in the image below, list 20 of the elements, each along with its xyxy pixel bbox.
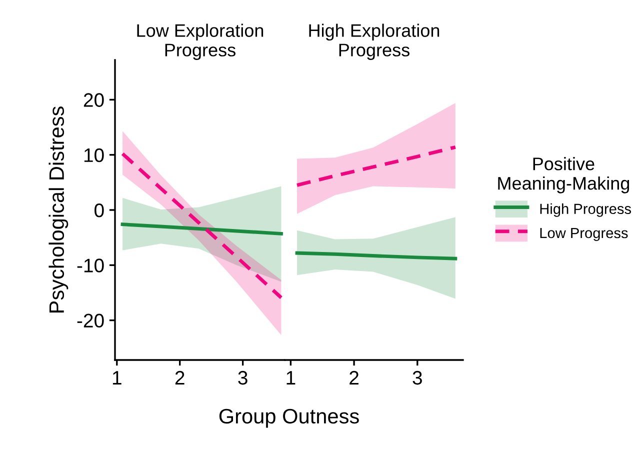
x-tick-label: 1 (112, 371, 122, 385)
x-tick-label: 2 (175, 370, 184, 385)
y-tick-label: 20 (84, 93, 104, 107)
legend-title: Positive Meaning-Making (498, 157, 630, 194)
x-axis-title: Group Outness (219, 408, 359, 428)
y-tick-label: -10 (77, 258, 104, 272)
y-tick-label: -20 (77, 314, 104, 328)
line-series (120, 152, 283, 300)
chart-title: Low Exploration Progress (137, 24, 264, 60)
line-series (120, 222, 283, 236)
y-tick-label: 0 (94, 203, 104, 218)
legend-label: Low Progress (540, 228, 628, 242)
x-tick-label: 3 (412, 370, 422, 385)
x-tick-label: 2 (350, 370, 358, 385)
y-tick-label: 10 (84, 148, 104, 162)
x-tick-label: 3 (238, 370, 248, 385)
y-axis-title: Psychological Distress (48, 106, 68, 312)
chart-title: High Exploration Progress (309, 24, 440, 60)
legend-label: High Progress (540, 203, 631, 217)
x-tick-label: 1 (286, 371, 296, 385)
